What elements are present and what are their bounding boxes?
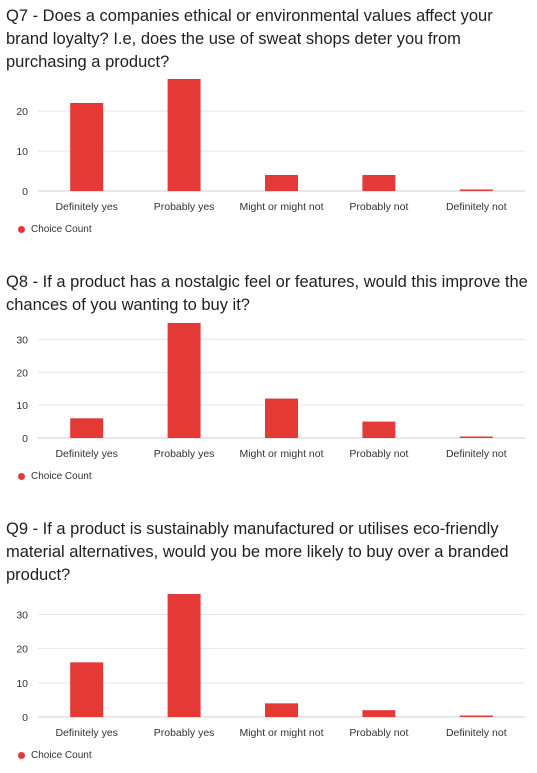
x-tick-label: Definitely not	[446, 448, 507, 460]
x-tick-label: Might or might not	[239, 448, 323, 460]
bar	[362, 710, 396, 717]
x-tick-label: Might or might not	[239, 727, 323, 739]
y-tick-label: 10	[16, 146, 28, 158]
bar	[167, 323, 201, 438]
bar	[459, 189, 493, 191]
y-tick-label: 20	[16, 106, 28, 118]
bar	[167, 79, 201, 191]
y-tick-label: 0	[22, 433, 28, 445]
x-tick-label: Probably not	[349, 201, 408, 213]
legend: Choice Count	[18, 750, 92, 761]
bar	[362, 175, 396, 191]
bar	[70, 662, 104, 717]
y-tick-label: 20	[16, 367, 28, 379]
bar-chart: 0 10 20 30 Definitely yes Probably yes Might o…	[16, 323, 525, 460]
x-tick-label: Definitely yes	[55, 727, 117, 739]
x-tick-label: Probably yes	[154, 727, 215, 739]
bar	[167, 594, 201, 717]
question-title: Q9 - If a product is sustainably manufac…	[6, 520, 509, 584]
legend-dot-icon	[18, 752, 25, 759]
y-tick-label: 10	[16, 678, 28, 690]
legend-dot-icon	[18, 473, 25, 480]
x-tick-label: Definitely not	[446, 727, 507, 739]
legend-label: Choice Count	[31, 224, 92, 235]
y-tick-label: 0	[22, 186, 28, 198]
x-tick-label: Probably not	[349, 448, 408, 460]
bar	[70, 103, 104, 191]
bar	[70, 418, 104, 438]
y-tick-label: 0	[22, 712, 28, 724]
x-tick-label: Might or might not	[239, 201, 323, 213]
bar	[459, 715, 493, 717]
bar-chart: 0 10 20 30 Definitely yes Probably yes Might o…	[16, 594, 525, 739]
x-tick-label: Probably yes	[154, 201, 215, 213]
legend-dot-icon	[18, 226, 25, 233]
y-tick-label: 30	[16, 610, 28, 622]
x-tick-label: Definitely yes	[55, 448, 117, 460]
legend-label: Choice Count	[31, 471, 92, 482]
y-tick-label: 20	[16, 644, 28, 656]
bar	[265, 398, 298, 438]
x-tick-label: Probably yes	[154, 448, 215, 460]
bar	[362, 421, 396, 438]
legend: Choice Count	[18, 224, 92, 235]
x-tick-label: Probably not	[349, 727, 408, 739]
bar	[459, 436, 493, 438]
y-tick-label: 10	[16, 400, 28, 412]
bar	[265, 175, 298, 191]
legend-label: Choice Count	[31, 750, 92, 761]
y-tick-label: 30	[16, 334, 28, 346]
bar	[265, 703, 298, 717]
x-tick-label: Definitely yes	[55, 201, 117, 213]
question-title: Q8 - If a product has a nostalgic feel o…	[6, 273, 528, 314]
x-tick-label: Definitely not	[446, 201, 507, 213]
bar-chart: 0 10 20 Definitely yes Probably yes Might or …	[16, 79, 525, 213]
legend: Choice Count	[18, 471, 92, 482]
question-title: Q7 - Does a companies ethical or environ…	[6, 7, 493, 71]
